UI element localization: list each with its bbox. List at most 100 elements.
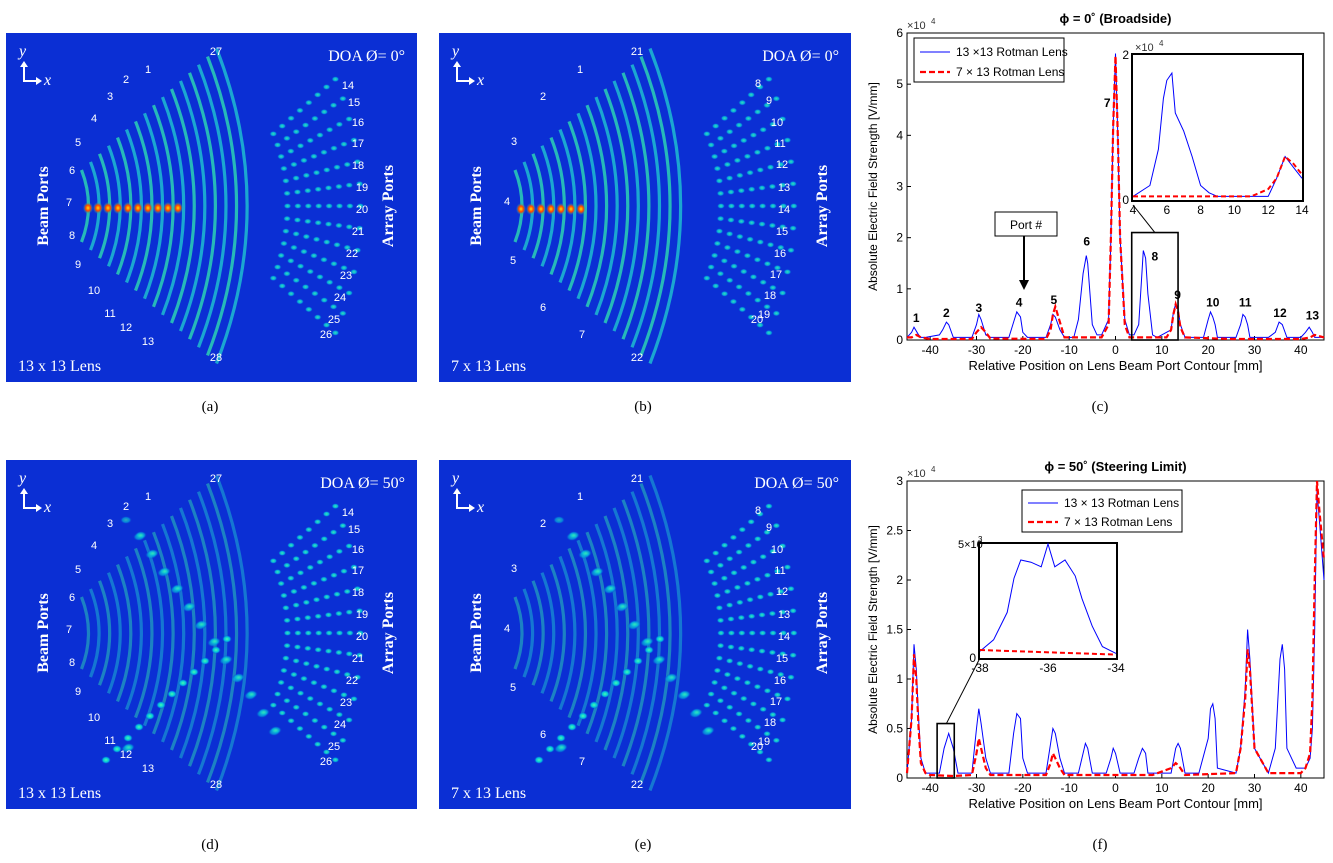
field-blob [355,225,364,232]
field-blob [753,535,762,542]
port-label: 17 [352,138,364,150]
field-blob [759,279,768,286]
field-blob [277,679,286,686]
inset-multiplier: 5×10 [958,539,983,551]
beam-ports-label: Beam Ports [35,593,52,673]
field-blob [283,617,292,624]
field-blob [295,107,304,114]
port-label: 14 [778,204,790,216]
field-blob [710,679,719,686]
port-label: 5 [75,137,81,149]
field-blob [768,548,777,555]
field-blob [278,550,287,557]
focal-spot [578,712,588,720]
field-blob [744,542,753,549]
field-blob [296,142,305,149]
field-blob [764,76,773,83]
axis-multiplier-exp: 4 [931,465,936,474]
port-label: 5 [510,682,516,694]
axes-arrowheads [453,61,475,85]
field-blob [580,549,592,557]
field-blob [324,184,333,191]
field-blob [319,149,328,156]
field-blob [707,141,716,148]
field-blob [309,679,318,686]
inset-multiplier: ×10 [1135,42,1154,54]
port-label: 24 [334,292,346,304]
field-blob [747,314,756,321]
focal-spot [611,679,621,687]
focal-spot [222,635,232,643]
field-blob [314,186,323,193]
field-blob [345,630,354,636]
field-blob [772,737,781,744]
field-blob [293,217,302,224]
focal-spot [145,712,155,720]
field-blob [279,592,288,599]
field-blob [309,580,318,587]
port-annotation: 12 [1273,306,1287,320]
port-annotation: 1 [913,311,920,325]
focal-spot [576,203,586,215]
port-label: 4 [504,196,510,208]
field-blob [349,268,358,275]
focal-spot [123,202,133,214]
port-label: 17 [770,269,782,281]
field-blob [338,737,347,744]
field-blob [592,567,604,575]
field-blob [723,244,732,251]
field-blob [349,695,358,702]
field-blob [335,203,344,209]
wavefront-arc [630,491,662,775]
wavefronts [80,474,249,792]
field-blob [763,687,772,694]
field-blob [747,518,756,525]
field-blob [730,569,739,576]
port-label: 2 [123,501,129,513]
field-blob [789,652,798,659]
field-blob [716,617,725,624]
field-blob [289,161,298,168]
field-blob [748,203,757,209]
field-blob [764,756,773,763]
wavefront-arc [567,547,588,719]
field-blob [726,615,735,622]
field-blob [329,687,338,694]
port-label: 3 [107,518,113,530]
port-label: 19 [356,609,368,621]
field-blob [277,153,286,160]
doa-label: DOA Ø= 50° [754,475,839,492]
port-label: 15 [348,97,360,109]
beam-field [83,202,183,214]
port-label: 18 [764,717,776,729]
focal-spot [163,202,173,214]
focal-spot [112,745,122,753]
wavefront-arc [549,564,566,702]
x-tick-label: 40 [1294,343,1308,357]
port-label: 5 [75,564,81,576]
field-blob [314,630,323,636]
field-blob [789,630,798,636]
wavefront-arc [639,483,672,783]
port-label: 13 [778,609,790,621]
inset-x-tick-label: 10 [1228,203,1242,217]
field-blob [748,630,757,636]
focal-spot [134,723,144,731]
lens-label: 7 x 13 Lens [451,358,526,375]
field-blob [763,730,772,737]
field-blob [654,655,666,663]
focal-spot [644,646,654,654]
doa-label: DOA Ø= 0° [328,48,405,65]
wavefront-arc [603,88,630,324]
field-blob [289,588,298,595]
field-blob [725,175,734,182]
field-blob [335,711,344,718]
field-blob [296,690,305,697]
field-blob [746,169,755,176]
field-blob [764,503,773,510]
field-blob [725,230,734,237]
field-map-a: 1234567891011121314151617181920212223242… [17,43,405,375]
field-blob [312,169,321,176]
field-blob [703,726,715,734]
wavefront-arc [197,64,228,348]
